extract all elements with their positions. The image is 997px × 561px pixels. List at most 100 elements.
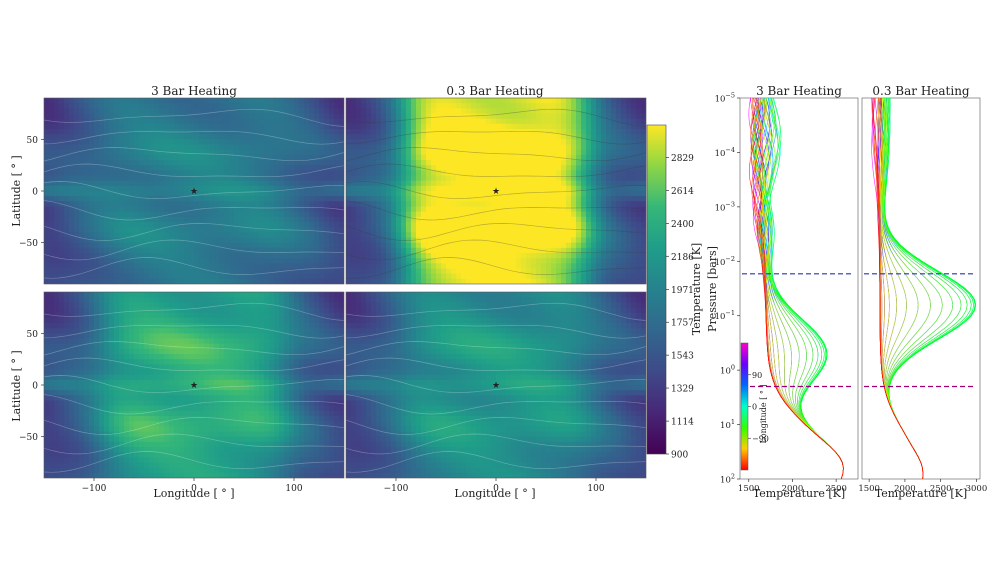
map-cell bbox=[194, 191, 200, 197]
map-cell bbox=[294, 247, 300, 254]
map-cell bbox=[74, 123, 80, 130]
map-cell bbox=[546, 160, 552, 166]
map-cell bbox=[74, 201, 80, 207]
map-cell bbox=[269, 253, 275, 259]
map-cell bbox=[124, 317, 130, 324]
map-cell bbox=[69, 108, 75, 114]
map-cell bbox=[119, 191, 125, 197]
map-cell bbox=[199, 312, 205, 319]
map-cell bbox=[376, 144, 382, 151]
map-cell bbox=[411, 98, 417, 104]
map-cell bbox=[254, 211, 260, 218]
map-cell bbox=[174, 232, 180, 238]
map-cell bbox=[636, 180, 642, 187]
map-cell bbox=[134, 98, 140, 104]
map-cell bbox=[491, 98, 497, 104]
map-cell bbox=[94, 328, 100, 334]
map-cell bbox=[511, 191, 517, 197]
map-cell bbox=[64, 328, 70, 334]
map-cell bbox=[616, 180, 622, 187]
map-cell bbox=[279, 206, 285, 213]
map-cell bbox=[149, 160, 155, 166]
map-cell bbox=[249, 191, 255, 197]
map-cell bbox=[64, 129, 70, 135]
map-cell bbox=[314, 170, 320, 176]
map-cell bbox=[104, 247, 110, 254]
map-cell bbox=[254, 253, 260, 259]
map-cell bbox=[264, 103, 270, 109]
map-cell bbox=[561, 123, 567, 130]
map-cell bbox=[511, 211, 517, 218]
map-cell bbox=[219, 302, 225, 308]
map-cell bbox=[134, 242, 140, 249]
map-cell bbox=[446, 144, 452, 151]
map-cell bbox=[209, 134, 215, 140]
map-cell bbox=[386, 139, 392, 145]
map-cell bbox=[94, 103, 100, 109]
map-cell bbox=[309, 113, 315, 120]
map-cell bbox=[466, 134, 472, 140]
map-cell bbox=[169, 312, 175, 319]
map-cell bbox=[556, 258, 562, 264]
map-cell bbox=[279, 196, 285, 202]
map-cell bbox=[229, 338, 235, 345]
map-cell bbox=[304, 201, 310, 207]
map-cell bbox=[219, 253, 225, 259]
map-cell bbox=[516, 263, 522, 269]
map-cell bbox=[356, 206, 362, 213]
map-cell bbox=[511, 258, 517, 264]
map-cell bbox=[586, 103, 592, 109]
map-cell bbox=[501, 149, 507, 156]
map-cell bbox=[99, 201, 105, 207]
map-cell bbox=[299, 216, 305, 223]
map-cell bbox=[114, 273, 120, 280]
map-cell bbox=[361, 253, 367, 259]
map-cell bbox=[104, 242, 110, 249]
map-cell bbox=[471, 232, 477, 238]
map-cell bbox=[204, 302, 210, 308]
map-cell bbox=[416, 206, 422, 213]
map-cell bbox=[169, 170, 175, 176]
map-cell bbox=[641, 242, 646, 249]
map-cell bbox=[294, 129, 300, 135]
map-cell bbox=[471, 222, 477, 228]
map-cell bbox=[581, 154, 587, 161]
map-cell bbox=[239, 211, 245, 218]
map-cell bbox=[184, 343, 190, 350]
map-cell bbox=[486, 258, 492, 264]
map-cell bbox=[259, 338, 265, 345]
map-cell bbox=[406, 196, 412, 202]
map-cell bbox=[304, 129, 310, 135]
map-cell bbox=[319, 118, 325, 125]
map-cell bbox=[426, 103, 432, 109]
map-cell bbox=[556, 268, 562, 275]
map-cell bbox=[189, 134, 195, 140]
map-cell bbox=[576, 196, 582, 202]
map-cell bbox=[49, 201, 55, 207]
map-cell bbox=[371, 129, 377, 135]
map-cell bbox=[406, 232, 412, 238]
map-cell bbox=[626, 165, 632, 171]
map-cell bbox=[451, 134, 457, 140]
map-cell bbox=[446, 242, 452, 249]
map-cell bbox=[109, 175, 115, 182]
map-cell bbox=[521, 103, 527, 109]
map-cell bbox=[371, 242, 377, 249]
map-cell bbox=[124, 222, 130, 228]
map-cell bbox=[626, 273, 632, 280]
map-cell bbox=[209, 201, 215, 207]
map-cell bbox=[314, 139, 320, 145]
map-cell bbox=[179, 154, 185, 161]
map-cell bbox=[586, 118, 592, 125]
map-cell bbox=[284, 123, 290, 130]
map-cell bbox=[124, 129, 130, 135]
map-cell bbox=[304, 338, 310, 345]
map-cell bbox=[279, 139, 285, 145]
map-cell bbox=[431, 206, 437, 213]
map-cell bbox=[214, 297, 220, 303]
map-cell bbox=[314, 253, 320, 259]
map-cell bbox=[59, 160, 65, 166]
map-cell bbox=[356, 242, 362, 249]
map-cell bbox=[229, 216, 235, 223]
map-cell bbox=[586, 278, 592, 284]
